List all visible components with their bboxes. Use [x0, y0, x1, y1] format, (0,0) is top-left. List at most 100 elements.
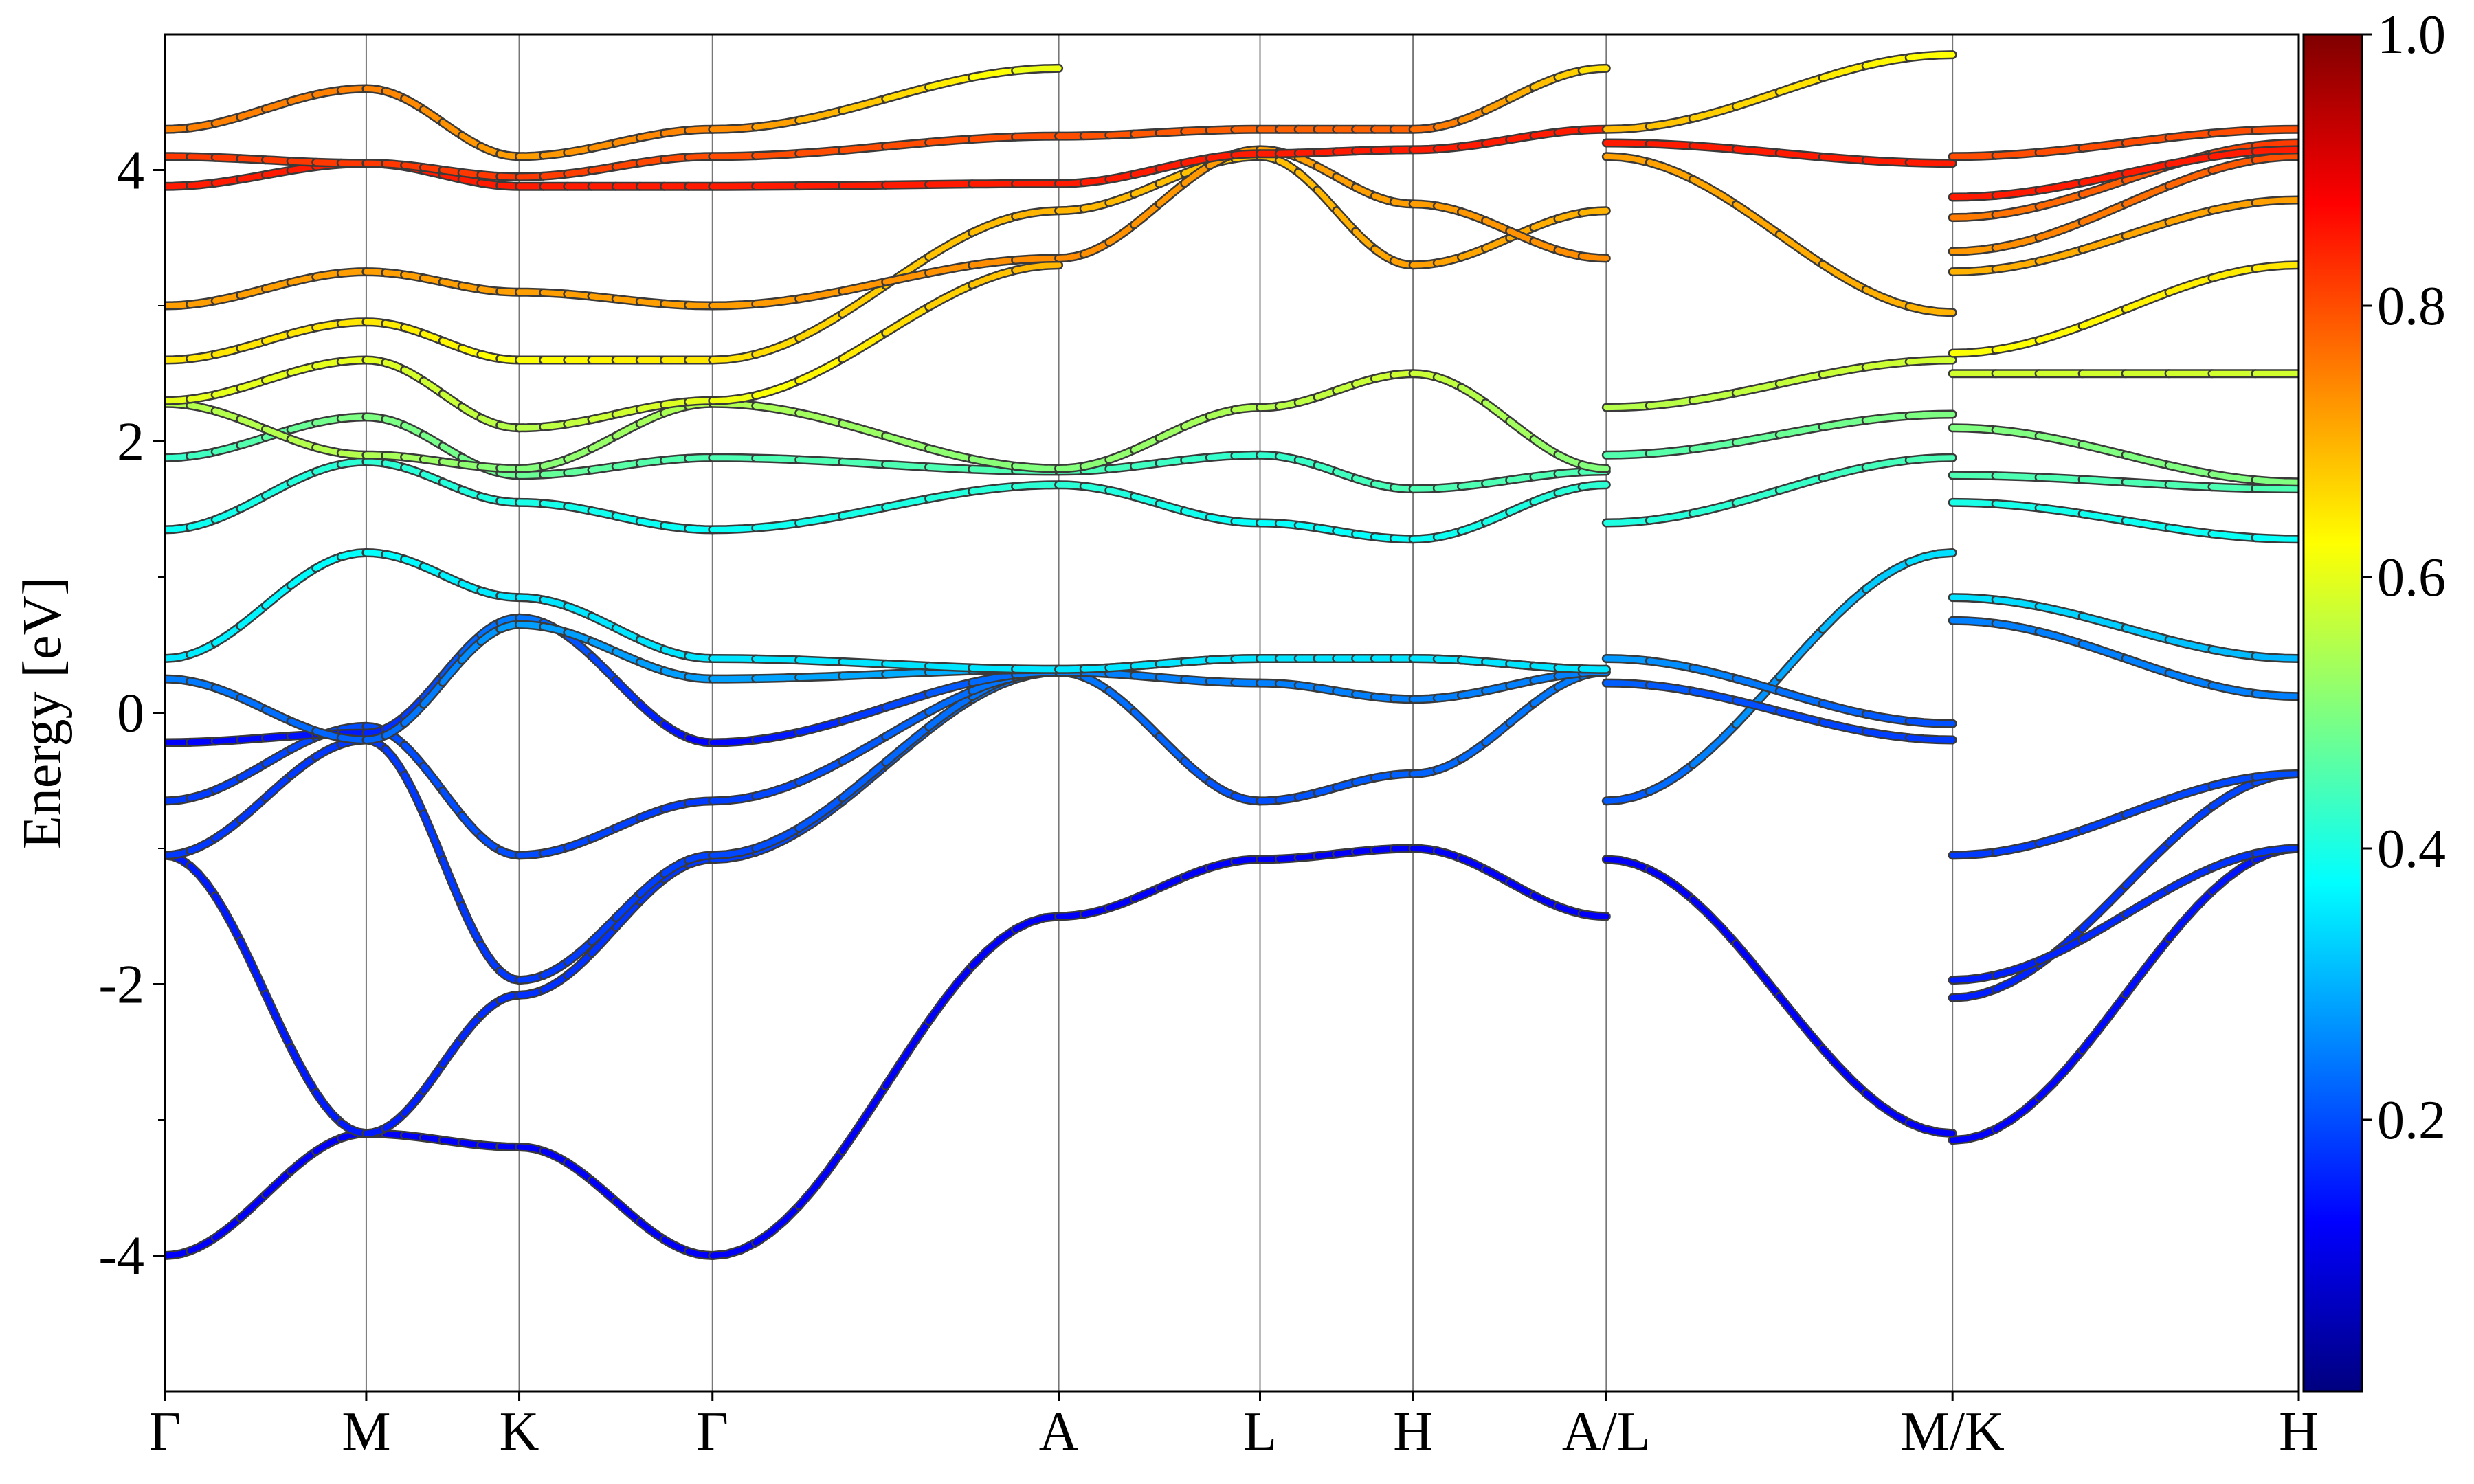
band-segment — [382, 746, 408, 778]
band-segment — [2123, 655, 2172, 676]
band-segment — [1458, 855, 1489, 873]
band-segment — [1906, 304, 1956, 315]
band-segment — [1820, 261, 1869, 293]
band-segment — [1647, 115, 1696, 130]
band-line — [165, 152, 1611, 365]
band-segment — [796, 311, 845, 341]
band-segment — [613, 898, 643, 930]
y-tick-label: 4 — [117, 141, 144, 201]
band-segment — [796, 1148, 845, 1209]
band-segment — [709, 1239, 759, 1259]
band-segment — [1131, 181, 1162, 197]
band-segment — [1506, 701, 1537, 726]
band-segment — [1647, 141, 1696, 149]
x-tick-label: A — [1039, 1402, 1079, 1462]
band-segment — [263, 746, 294, 767]
band-segment — [440, 788, 465, 818]
x-axis-ticks: Γ M K Γ A L H A/L M/K H — [149, 1391, 2319, 1462]
band-segment — [1820, 586, 1869, 632]
band-segment — [796, 107, 845, 124]
band-segment — [263, 480, 294, 499]
band-segment — [882, 723, 932, 765]
band-segment — [1012, 65, 1062, 74]
band-segment — [313, 554, 344, 571]
band-segment — [839, 282, 889, 317]
band-segment — [2166, 168, 2215, 189]
band-segment — [1012, 262, 1062, 273]
band-segment — [589, 433, 619, 451]
band-segment — [2166, 207, 2215, 225]
band-segment — [2080, 911, 2129, 943]
band-segment — [753, 1203, 802, 1246]
band-segment — [613, 420, 643, 439]
band-segment — [1482, 400, 1513, 424]
band-segment — [1776, 708, 1826, 726]
band-segment — [709, 351, 759, 363]
band-segment — [1207, 779, 1238, 799]
band-segment — [969, 672, 1018, 686]
band-segment — [1950, 425, 1999, 433]
band-segment — [882, 433, 932, 451]
band-segment — [1012, 463, 1062, 471]
band-segment — [969, 67, 1018, 80]
band-segment — [796, 718, 845, 735]
band-segment — [187, 640, 219, 657]
band-segment — [1733, 941, 1783, 1000]
band-segment — [839, 459, 889, 468]
band-segment — [2036, 323, 2086, 344]
band-segment — [187, 863, 219, 899]
band-segment — [212, 1215, 243, 1241]
band-segment — [882, 181, 932, 188]
colorbar-tick-label: 1.0 — [2377, 5, 2446, 65]
band-segment — [882, 304, 932, 336]
band-segment — [1906, 412, 1956, 419]
band-segment — [1647, 867, 1696, 903]
band-segment — [1506, 418, 1537, 442]
band-segment — [2123, 840, 2172, 889]
band-segment — [1906, 734, 1956, 743]
band-segment — [753, 825, 802, 851]
colorbar-tick-label: 0.4 — [2377, 819, 2446, 879]
band-segment — [1863, 728, 1913, 741]
band-segment — [1458, 739, 1489, 762]
band-segment — [187, 1235, 219, 1254]
x-tick-label: M/K — [1901, 1402, 2005, 1462]
band-segment — [796, 147, 845, 157]
y-tick-label: 2 — [117, 412, 144, 473]
y-tick-label: 0 — [117, 684, 144, 744]
band-segment — [882, 1018, 932, 1089]
band-segment — [1993, 1094, 2042, 1132]
band-segment — [1157, 874, 1188, 891]
band-segment — [1906, 455, 1956, 463]
band-segment — [839, 330, 889, 362]
band-segment — [2209, 199, 2258, 214]
band-segment — [1950, 986, 1999, 1001]
band-segment — [187, 787, 219, 801]
band-segment — [2080, 811, 2129, 833]
band-segment — [926, 136, 975, 146]
band-segment — [564, 633, 594, 660]
band-segment — [2253, 262, 2299, 271]
band-segment — [1506, 879, 1537, 899]
band-segment — [212, 775, 243, 793]
band-segment — [2166, 131, 2215, 141]
band-segment — [882, 669, 932, 677]
band-segment — [1012, 255, 1062, 263]
band-segment — [2209, 851, 2258, 871]
band-segment — [1603, 517, 1653, 526]
band-line — [1601, 138, 1957, 168]
band-segment — [589, 614, 619, 631]
band-segment — [1820, 464, 1869, 481]
band-segment — [564, 950, 594, 978]
band-segment — [2209, 857, 2258, 895]
band-segment — [1579, 911, 1609, 919]
band-segment — [421, 811, 446, 863]
band-segment — [1647, 682, 1696, 695]
band-segment — [1482, 95, 1513, 113]
band-segment — [2253, 477, 2299, 485]
band-segment — [796, 410, 845, 427]
band-segment — [926, 229, 975, 260]
band-segment — [263, 772, 294, 800]
band-segment — [440, 657, 465, 686]
